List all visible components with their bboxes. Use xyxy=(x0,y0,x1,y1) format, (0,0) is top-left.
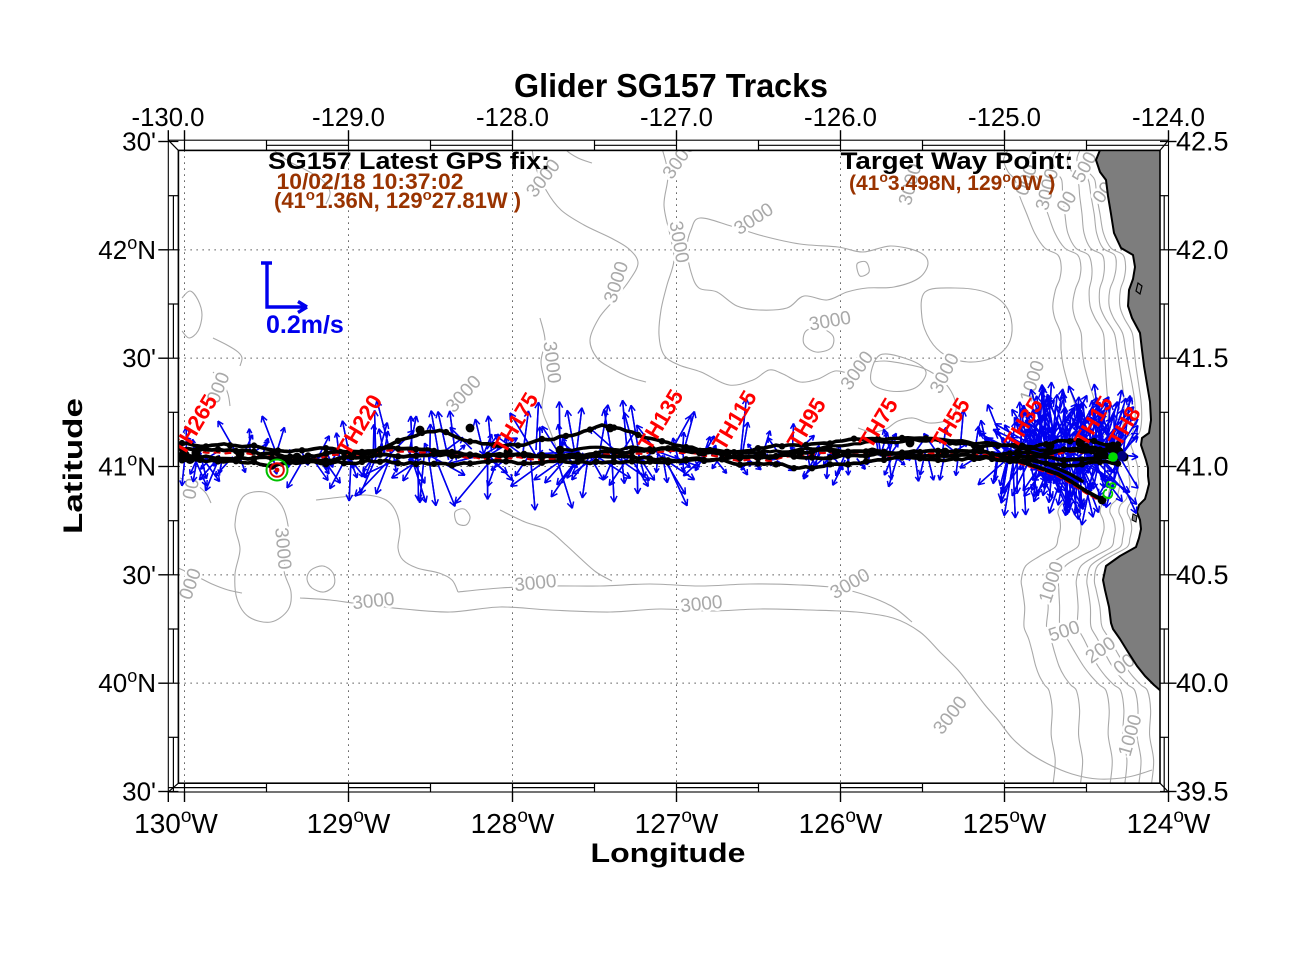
svg-text:Longitude: Longitude xyxy=(591,838,746,868)
svg-text:3000: 3000 xyxy=(679,592,723,617)
svg-text:128oW: 128oW xyxy=(471,806,555,839)
svg-text:30': 30' xyxy=(122,560,156,590)
svg-text:30': 30' xyxy=(122,343,156,373)
svg-text:3000: 3000 xyxy=(270,527,295,571)
svg-text:125oW: 125oW xyxy=(963,806,1047,839)
svg-text:10/02/18 10:37:02: 10/02/18 10:37:02 xyxy=(277,169,464,194)
svg-text:42.0: 42.0 xyxy=(1176,235,1229,265)
svg-text:-128.0: -128.0 xyxy=(476,102,549,132)
svg-text:-130.0: -130.0 xyxy=(132,102,205,132)
svg-text:3000: 3000 xyxy=(351,589,395,614)
svg-text:3000: 3000 xyxy=(538,340,564,385)
svg-text:-129.0: -129.0 xyxy=(312,102,385,132)
svg-text:126oW: 126oW xyxy=(799,806,883,839)
svg-text:127oW: 127oW xyxy=(635,806,719,839)
svg-text:40.0: 40.0 xyxy=(1176,668,1229,698)
svg-text:40.5: 40.5 xyxy=(1176,560,1229,590)
svg-text:42oN: 42oN xyxy=(98,233,156,265)
svg-text:-126.0: -126.0 xyxy=(804,102,877,132)
svg-text:00: 00 xyxy=(179,476,204,501)
svg-text:39.5: 39.5 xyxy=(1176,777,1229,807)
svg-text:130oW: 130oW xyxy=(134,806,218,839)
svg-text:(41o1.36N, 129o27.81W ): (41o1.36N, 129o27.81W ) xyxy=(274,187,521,213)
svg-text:124oW: 124oW xyxy=(1127,806,1211,839)
svg-text:41.0: 41.0 xyxy=(1176,452,1229,482)
svg-text:Latitude: Latitude xyxy=(58,398,88,534)
svg-text:-124.0: -124.0 xyxy=(1132,102,1205,132)
svg-text:129oW: 129oW xyxy=(307,806,391,839)
svg-text:3000: 3000 xyxy=(513,571,557,596)
svg-text:30': 30' xyxy=(122,127,156,157)
svg-text:30': 30' xyxy=(122,777,156,807)
svg-text:Glider SG157 Tracks: Glider SG157 Tracks xyxy=(514,67,828,104)
svg-text:C6: C6 xyxy=(1099,479,1122,503)
svg-text:-127.0: -127.0 xyxy=(640,102,713,132)
svg-text:41oN: 41oN xyxy=(98,450,156,482)
svg-text:-125.0: -125.0 xyxy=(968,102,1041,132)
svg-text:42.5: 42.5 xyxy=(1176,127,1229,157)
svg-text:SG157 Latest GPS fix:: SG157 Latest GPS fix: xyxy=(268,148,550,175)
svg-text:41.5: 41.5 xyxy=(1176,343,1229,373)
svg-text:0.2m/s: 0.2m/s xyxy=(266,311,344,339)
svg-text:40oN: 40oN xyxy=(98,666,156,698)
svg-text:Target Way Point:: Target Way Point: xyxy=(841,148,1074,175)
